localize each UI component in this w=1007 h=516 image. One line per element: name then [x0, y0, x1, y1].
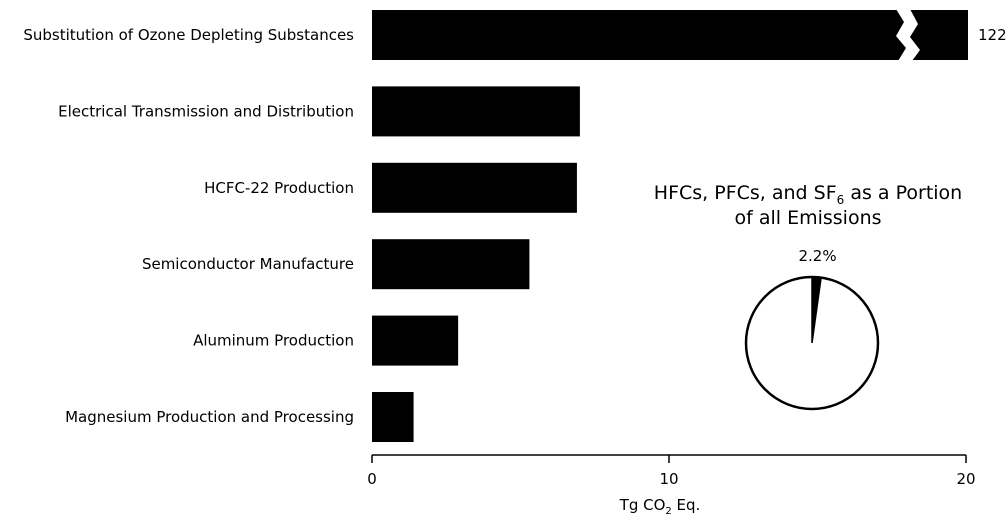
- pie-title-line2: of all Emissions: [734, 207, 881, 229]
- x-axis-label: Tg CO2 Eq.: [619, 496, 701, 516]
- axis-break-mark: [896, 9, 920, 61]
- bar-category-label: Magnesium Production and Processing: [65, 408, 354, 426]
- pie-title-line1: HFCs, PFCs, and SF6 as a Portion: [654, 182, 962, 207]
- bar: [372, 392, 414, 442]
- bar: [372, 10, 968, 60]
- bar-chart: Substitution of Ozone Depleting Substanc…: [23, 9, 1007, 442]
- pie-chart: HFCs, PFCs, and SF6 as a Portion of all …: [654, 182, 962, 411]
- bar-category-label: Aluminum Production: [193, 332, 354, 350]
- bar: [372, 315, 459, 366]
- bar-category-label: Semiconductor Manufacture: [142, 255, 354, 273]
- x-tick-label: 10: [659, 470, 678, 488]
- bar: [372, 239, 530, 290]
- pie-outline: [744, 275, 880, 411]
- x-tick-label: 20: [956, 470, 975, 488]
- pie-slice-label: 2.2%: [798, 247, 836, 265]
- x-axis: 0 10 20: [367, 454, 976, 488]
- bar-value-label: 122: [978, 26, 1007, 44]
- x-tick-label: 0: [367, 470, 377, 488]
- bar-category-label: Electrical Transmission and Distribution: [58, 102, 354, 120]
- bar: [372, 162, 577, 213]
- bar-category-label: Substitution of Ozone Depleting Substanc…: [23, 26, 354, 44]
- bar: [372, 86, 580, 137]
- pie-slices: 2.2%: [744, 247, 880, 411]
- bar-category-label: HCFC-22 Production: [204, 179, 354, 197]
